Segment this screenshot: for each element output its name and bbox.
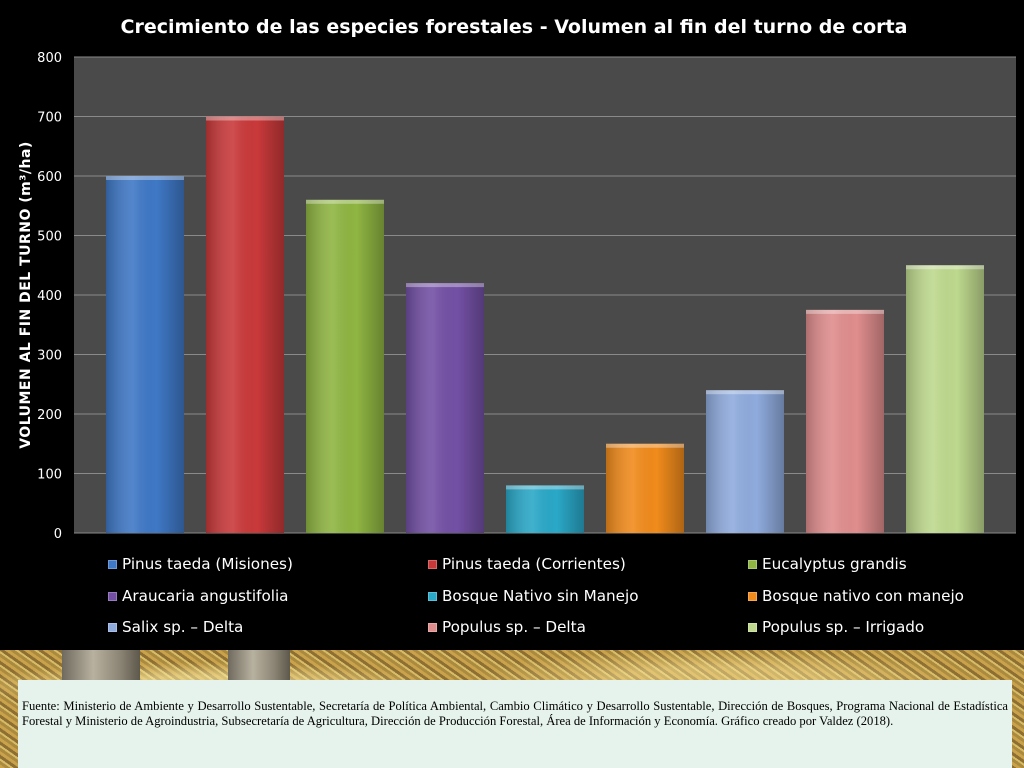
- legend-swatch: [428, 559, 437, 569]
- legend-item: Bosque Nativo sin Manejo: [428, 584, 639, 608]
- bar-top-highlight: [706, 390, 784, 395]
- source-note-box: Fuente: Ministerio de Ambiente y Desarro…: [18, 680, 1012, 768]
- legend-swatch: [108, 591, 117, 601]
- legend-item: Pinus taeda (Corrientes): [428, 552, 626, 576]
- legend-swatch: [748, 622, 757, 632]
- tree-trunk: [62, 650, 140, 680]
- legend-label: Pinus taeda (Misiones): [122, 555, 293, 573]
- bar-top-highlight: [306, 199, 384, 204]
- y-tick-label: 800: [37, 51, 62, 66]
- y-tick-label: 200: [37, 408, 62, 423]
- y-tick-label: 600: [37, 170, 62, 185]
- bar-top-highlight: [206, 116, 284, 121]
- chart-title: Crecimiento de las especies forestales -…: [121, 16, 908, 38]
- legend-item: Populus sp. – Delta: [428, 615, 586, 639]
- bar-top-highlight: [806, 309, 884, 314]
- legend-item: Pinus taeda (Misiones): [108, 552, 293, 576]
- legend-swatch: [748, 591, 757, 601]
- source-note: Fuente: Ministerio de Ambiente y Desarro…: [22, 699, 1008, 728]
- bar-shading: [506, 485, 584, 533]
- legend-label: Salix sp. – Delta: [122, 618, 244, 636]
- bar-shading: [406, 283, 484, 533]
- legend-swatch: [108, 559, 117, 569]
- legend-item: Salix sp. – Delta: [108, 615, 243, 639]
- bar-chart: Crecimiento de las especies forestales -…: [18, 16, 1016, 542]
- legend-label: Eucalyptus grandis: [762, 555, 907, 573]
- y-axis-label: VOLUMEN AL FIN DEL TURNO (m³/ha): [18, 141, 34, 449]
- legend-swatch: [108, 622, 117, 632]
- bar-top-highlight: [106, 176, 184, 180]
- legend-label: Bosque nativo con manejo: [762, 587, 964, 605]
- y-tick-label: 100: [37, 468, 62, 483]
- legend-item: Populus sp. – Irrigado: [748, 615, 924, 639]
- y-tick-label: 0: [54, 527, 62, 542]
- legend-label: Araucaria angustifolia: [122, 587, 289, 605]
- bar-shading: [106, 176, 184, 533]
- legend-label: Populus sp. – Irrigado: [762, 618, 925, 636]
- legend-label: Pinus taeda (Corrientes): [442, 555, 626, 573]
- bar-top-highlight: [506, 485, 584, 490]
- y-tick-label: 700: [37, 111, 62, 126]
- legend-item: Araucaria angustifolia: [108, 584, 289, 608]
- tree-trunk: [228, 650, 290, 680]
- legend-item: Bosque nativo con manejo: [748, 584, 964, 608]
- y-axis-ticks: 0 100 200 300 400 500 600 700 800: [37, 51, 62, 542]
- bars: [106, 116, 984, 534]
- bar-shading: [306, 199, 384, 534]
- bar-shading: [606, 443, 684, 533]
- bar-shading: [706, 390, 784, 533]
- legend-swatch: [748, 559, 757, 569]
- legend-label: Populus sp. – Delta: [442, 618, 586, 636]
- legend-swatch: [428, 622, 437, 632]
- legend-item: Eucalyptus grandis: [748, 552, 907, 576]
- legend-swatch: [428, 591, 437, 601]
- bar-shading: [206, 116, 284, 533]
- bar-top-highlight: [906, 265, 984, 270]
- bar-shading: [806, 309, 884, 533]
- y-tick-label: 300: [37, 349, 62, 364]
- bar-top-highlight: [606, 443, 684, 448]
- bar-top-highlight: [406, 283, 484, 288]
- y-tick-label: 400: [37, 289, 62, 304]
- legend-label: Bosque Nativo sin Manejo: [442, 587, 639, 605]
- bar-shading: [906, 265, 984, 533]
- y-tick-label: 500: [37, 230, 62, 245]
